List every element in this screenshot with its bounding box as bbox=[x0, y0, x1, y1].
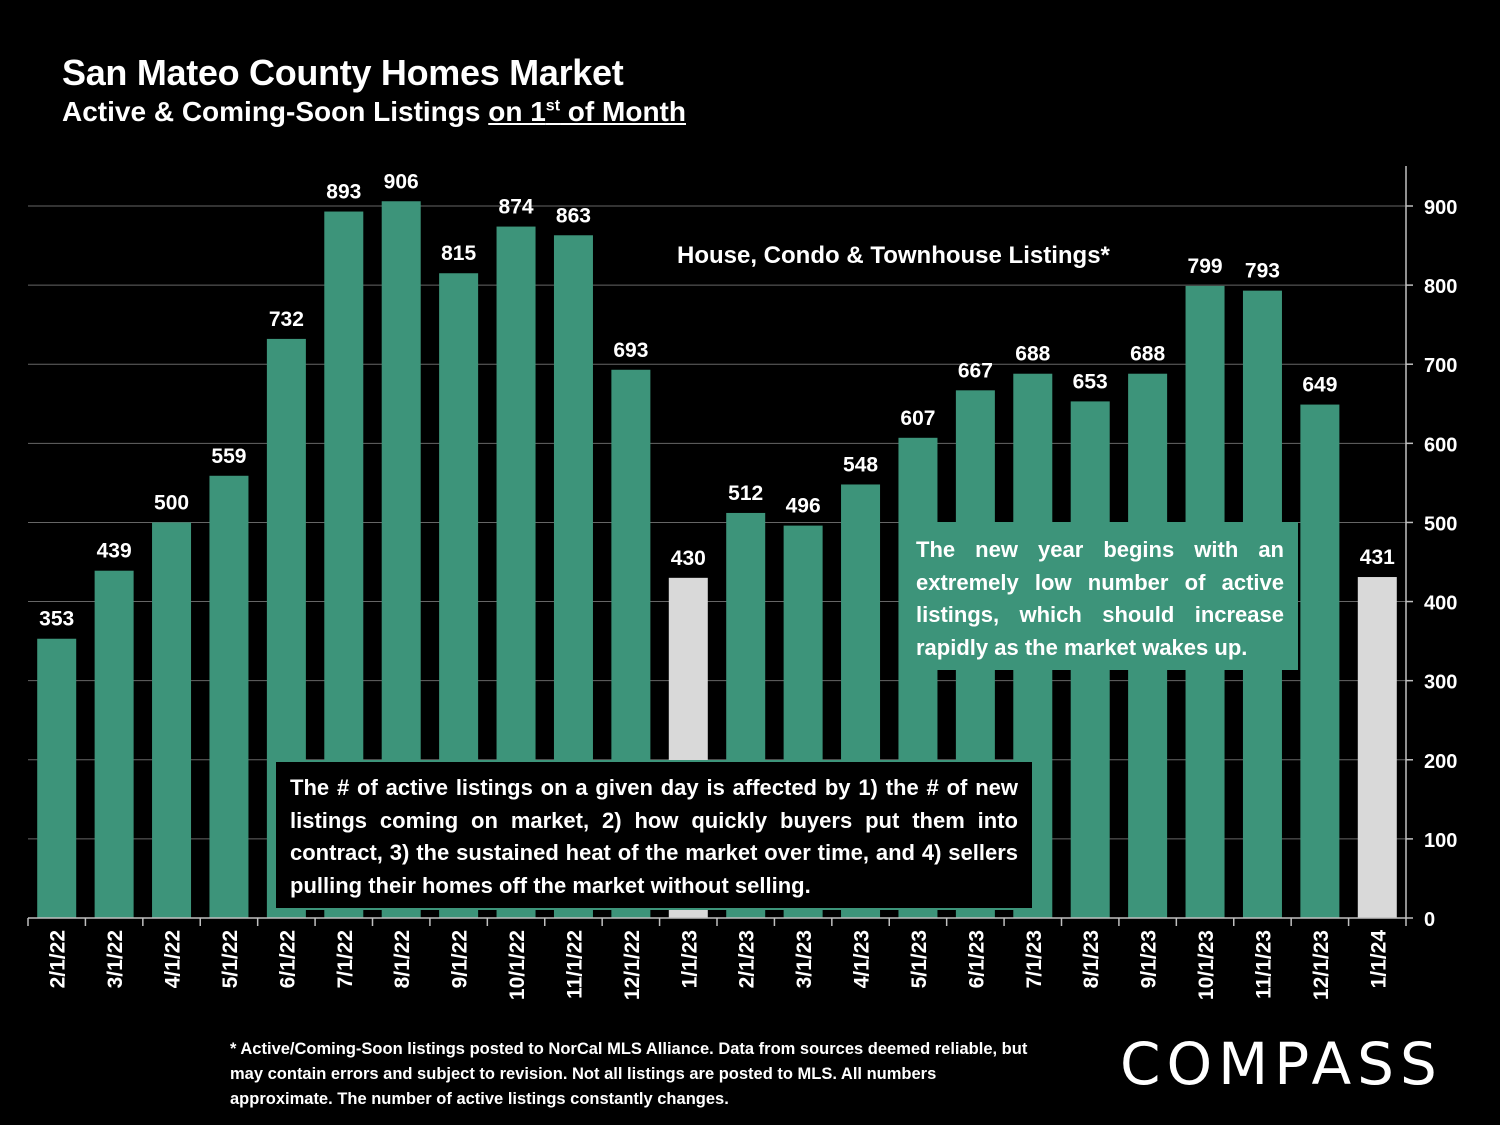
y-tick-label: 300 bbox=[1424, 672, 1457, 694]
y-tick-label: 0 bbox=[1424, 909, 1435, 931]
data-label: 693 bbox=[613, 339, 648, 362]
data-label: 548 bbox=[843, 453, 878, 476]
data-label: 732 bbox=[269, 308, 304, 331]
x-tick-label: 5/1/22 bbox=[219, 930, 242, 988]
x-tick-label: 12/1/22 bbox=[621, 930, 644, 1000]
footnote: * Active/Coming-Soon listings posted to … bbox=[230, 1040, 1028, 1108]
x-tick-label: 4/1/22 bbox=[162, 930, 185, 988]
bar bbox=[37, 638, 77, 918]
x-tick-label: 2/1/23 bbox=[736, 930, 759, 988]
x-tick-label: 9/1/22 bbox=[449, 930, 472, 988]
data-label: 799 bbox=[1188, 255, 1223, 278]
data-label: 512 bbox=[728, 482, 763, 505]
x-tick-label: 3/1/23 bbox=[793, 930, 816, 988]
data-label: 667 bbox=[958, 359, 993, 382]
data-label: 649 bbox=[1302, 374, 1337, 397]
x-tick-label: 6/1/22 bbox=[276, 930, 299, 988]
data-label: 815 bbox=[441, 242, 476, 265]
bar bbox=[94, 570, 134, 918]
bar bbox=[152, 522, 192, 918]
series-label: House, Condo & Townhouse Listings* bbox=[677, 242, 1111, 269]
chart-title: San Mateo County Homes Market bbox=[62, 52, 624, 93]
y-tick-label: 700 bbox=[1424, 355, 1457, 377]
data-label: 430 bbox=[671, 547, 706, 570]
data-label: 653 bbox=[1073, 370, 1108, 393]
x-tick-label: 7/1/23 bbox=[1023, 930, 1046, 988]
bottom-annotation: The # of active listings on a given day … bbox=[274, 760, 1034, 910]
x-tick-label: 8/1/22 bbox=[391, 930, 414, 988]
compass-logo: COMPASS bbox=[1120, 1030, 1443, 1098]
x-tick-label: 10/1/23 bbox=[1195, 930, 1218, 1000]
y-tick-label: 900 bbox=[1424, 197, 1457, 219]
y-tick-label: 800 bbox=[1424, 276, 1457, 298]
data-label: 353 bbox=[39, 608, 74, 631]
data-label: 863 bbox=[556, 204, 591, 227]
right-annotation: The new year begins with an extremely lo… bbox=[902, 522, 1298, 670]
data-label: 688 bbox=[1015, 343, 1050, 366]
chart-subtitle: Active & Coming-Soon Listings on 1st of … bbox=[62, 96, 686, 127]
x-tick-label: 10/1/22 bbox=[506, 930, 529, 1000]
data-label: 431 bbox=[1360, 546, 1395, 569]
y-tick-label: 400 bbox=[1424, 593, 1457, 615]
bar bbox=[1357, 577, 1397, 918]
x-tick-label: 12/1/23 bbox=[1310, 930, 1333, 1000]
data-label: 688 bbox=[1130, 343, 1165, 366]
data-label: 793 bbox=[1245, 260, 1280, 283]
x-tick-label: 4/1/23 bbox=[851, 930, 874, 988]
data-label: 496 bbox=[786, 495, 821, 518]
x-tick-label: 3/1/22 bbox=[104, 930, 127, 988]
x-tick-label: 8/1/23 bbox=[1080, 930, 1103, 988]
x-tick-label: 7/1/22 bbox=[334, 930, 357, 988]
data-label: 874 bbox=[499, 196, 534, 219]
x-tick-label: 5/1/23 bbox=[908, 930, 931, 988]
data-label: 500 bbox=[154, 491, 189, 514]
x-tick-label: 1/1/23 bbox=[678, 930, 701, 988]
x-tick-label: 2/1/22 bbox=[47, 930, 70, 988]
x-tick-label: 11/1/22 bbox=[563, 930, 586, 999]
x-tick-label: 1/1/24 bbox=[1367, 930, 1390, 989]
data-label: 893 bbox=[326, 181, 361, 204]
x-tick-label: 9/1/23 bbox=[1138, 930, 1161, 988]
data-label: 906 bbox=[384, 170, 419, 193]
data-label: 559 bbox=[211, 445, 246, 468]
x-tick-label: 6/1/23 bbox=[965, 930, 988, 988]
x-tick-label: 11/1/23 bbox=[1252, 930, 1275, 999]
y-tick-label: 600 bbox=[1424, 434, 1457, 456]
y-tick-label: 200 bbox=[1424, 751, 1457, 773]
bar bbox=[209, 475, 249, 918]
data-label: 439 bbox=[97, 540, 132, 563]
y-tick-label: 500 bbox=[1424, 513, 1457, 535]
bar bbox=[1300, 404, 1340, 919]
y-tick-label: 100 bbox=[1424, 830, 1457, 852]
data-label: 607 bbox=[900, 407, 935, 430]
